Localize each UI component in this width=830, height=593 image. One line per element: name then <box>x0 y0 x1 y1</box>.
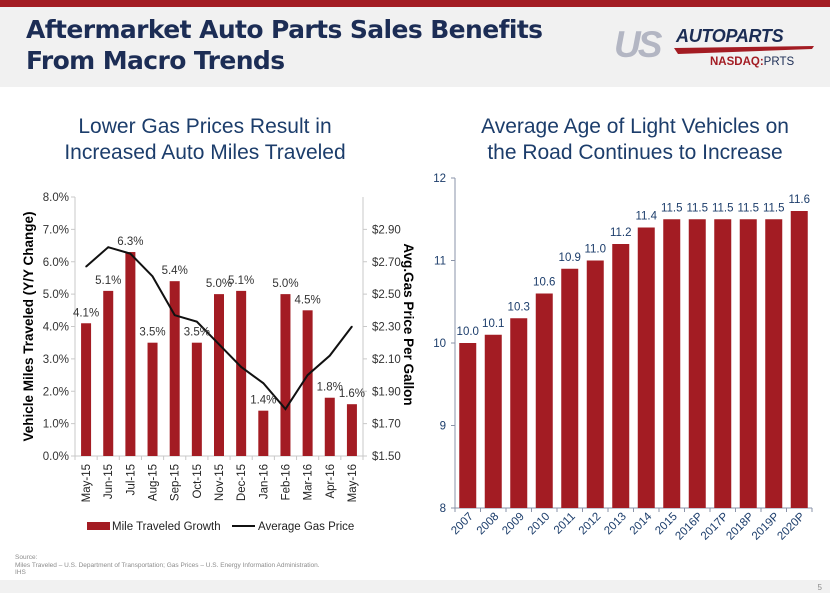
source-note: Source: Miles Traveled – U.S. Department… <box>15 554 320 577</box>
x-tick-label: Dec-15 <box>236 464 248 501</box>
x-tick-label: Jul-15 <box>125 464 137 495</box>
gas-price-point <box>284 408 287 410</box>
miles-growth-bar <box>280 294 291 456</box>
source-line1: Miles Traveled – U.S. Department of Tran… <box>15 561 320 569</box>
miles-growth-data-label: 4.5% <box>295 294 321 306</box>
x-tick-label: Feb-16 <box>280 464 292 500</box>
source-label: Source: <box>15 554 38 561</box>
right-y-tick-label: $2.90 <box>372 224 401 236</box>
exchange-label: NASDAQ: <box>710 56 764 68</box>
miles-growth-data-label: 5.0% <box>206 278 232 290</box>
page-number: 5 <box>817 583 822 592</box>
x-tick-label: Nov-15 <box>214 464 226 501</box>
gas-price-point <box>240 366 242 368</box>
left-chart-title-line1: Lower Gas Prices Result in <box>78 115 332 138</box>
left-y-axis-title: Vehicle Miles Traveled (Y/Y Change) <box>21 211 36 441</box>
slide-header <box>0 7 830 87</box>
left-y-tick-label: 1.0% <box>43 419 69 431</box>
left-y-tick-label: 7.0% <box>43 224 69 236</box>
right-y-tick-label: $2.10 <box>372 354 401 366</box>
legend-line-label: Average Gas Price <box>258 521 354 533</box>
left-y-tick-label: 8.0% <box>43 192 69 204</box>
miles-growth-bar <box>191 342 202 456</box>
miles-growth-bar <box>258 410 269 456</box>
miles-growth-bar <box>125 252 136 456</box>
logo-autoparts-text: AUTOPARTS <box>676 26 784 46</box>
left-y-tick-label: 2.0% <box>43 386 69 398</box>
miles-growth-data-label: 5.4% <box>162 265 188 277</box>
ticker-symbol: PRTS <box>763 56 795 68</box>
gas-price-point <box>173 314 176 316</box>
left-y-tick-label: 5.0% <box>43 289 69 301</box>
miles-growth-bar <box>81 323 92 456</box>
miles-growth-data-label: 3.5% <box>184 327 210 339</box>
gas-price-point <box>328 354 331 357</box>
miles-growth-data-label: 1.4% <box>250 395 276 407</box>
x-tick-label: May-15 <box>81 464 93 502</box>
miles-growth-data-label: 5.1% <box>95 275 121 287</box>
right-y-tick-label: $1.50 <box>372 451 401 463</box>
right-chart-title-line2: the Road Continues to Increase <box>487 141 783 164</box>
left-y-tick-label: 4.0% <box>43 322 69 334</box>
x-tick-label: Aug-15 <box>148 464 160 501</box>
miles-growth-bar <box>324 397 335 456</box>
slide-title: Aftermarket Auto Parts Sales Benefits Fr… <box>26 14 543 76</box>
miles-growth-bar <box>214 294 224 456</box>
gas-price-point <box>107 246 110 248</box>
x-tick-label: Jan-16 <box>258 464 270 499</box>
miles-growth-bar <box>346 404 357 456</box>
company-logo: US AUTOPARTS NASDAQ:PRTS <box>614 22 824 78</box>
logo-swoosh-icon <box>674 46 814 54</box>
gas-price-point <box>196 320 198 323</box>
miles-growth-data-label: 1.6% <box>339 388 365 400</box>
miles-growth-data-label: 5.0% <box>272 278 298 290</box>
left-y-tick-label: 6.0% <box>43 257 69 269</box>
miles-growth-data-label: 4.1% <box>73 307 99 319</box>
x-tick-label: Mar-16 <box>303 464 315 500</box>
slide-footer <box>0 580 830 593</box>
x-tick-label: Jun-15 <box>103 464 115 499</box>
gas-price-point <box>306 374 309 376</box>
x-tick-label: Sep-15 <box>170 464 182 501</box>
right-y-tick-label: $1.70 <box>372 419 401 431</box>
right-y-axis-title: Avg.Gas Price Per Gallon <box>401 243 416 405</box>
legend-bar-swatch <box>87 522 110 530</box>
source-line2: IHS <box>15 569 26 576</box>
right-y-tick-label: $1.90 <box>372 386 401 398</box>
miles-growth-data-label: 3.5% <box>139 327 165 339</box>
miles-growth-data-label: 6.3% <box>117 236 143 248</box>
gas-price-point <box>351 325 353 328</box>
right-chart-title: Average Age of Light Vehicles on the Roa… <box>440 114 830 166</box>
slide-title-line2: From Macro Trends <box>26 46 285 75</box>
right-y-tick-label: $2.70 <box>372 257 401 269</box>
miles-growth-bar <box>147 342 158 456</box>
slide-title-line1: Aftermarket Auto Parts Sales Benefits <box>26 15 543 44</box>
gas-price-point <box>151 275 154 278</box>
ticker-label: NASDAQ:PRTS <box>710 56 794 68</box>
x-tick-label: Oct-15 <box>192 464 204 499</box>
miles-growth-bar <box>302 310 313 456</box>
right-chart-title-line1: Average Age of Light Vehicles on <box>481 115 789 138</box>
miles-growth-bar <box>236 290 247 456</box>
gas-price-point <box>85 265 87 268</box>
gas-price-point <box>129 252 132 255</box>
left-chart-title-line2: Increased Auto Miles Traveled <box>64 141 346 164</box>
gas-price-point <box>218 343 220 346</box>
top-accent-bar <box>0 0 830 7</box>
miles-growth-bar <box>169 281 180 456</box>
right-y-tick-label: $2.50 <box>372 289 401 301</box>
legend-bar-label: Mile Traveled Growth <box>112 521 221 533</box>
left-y-tick-label: 0.0% <box>43 451 69 463</box>
right-y-tick-label: $2.30 <box>372 322 401 334</box>
x-tick-label: May-16 <box>347 464 359 502</box>
x-tick-label: Apr-16 <box>325 464 337 499</box>
left-chart-title: Lower Gas Prices Result in Increased Aut… <box>20 114 390 166</box>
gas-price-point <box>262 382 265 384</box>
miles-growth-data-label: 1.8% <box>317 382 343 394</box>
miles-growth-bar <box>103 290 114 456</box>
left-y-tick-label: 3.0% <box>43 354 69 366</box>
miles-growth-data-label: 5.1% <box>228 275 254 287</box>
logo-us-text: US <box>614 24 662 65</box>
